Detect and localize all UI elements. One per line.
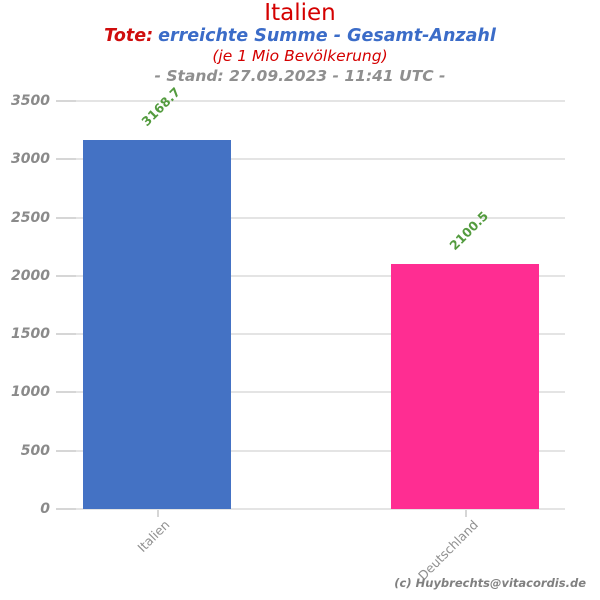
y-gridline — [60, 158, 565, 161]
copyright-text: (c) Huybrechts@vitacordis.de — [394, 576, 586, 590]
y-axis-label: 500 — [20, 442, 50, 459]
y-axis-label: 2500 — [11, 209, 50, 226]
bar-deutschland — [391, 264, 539, 509]
y-axis-tick — [56, 158, 76, 161]
y-axis-label: 1000 — [11, 384, 50, 401]
x-axis-tick — [157, 510, 159, 517]
y-gridline — [60, 508, 565, 510]
y-gridline — [60, 333, 565, 336]
y-axis-label: 0 — [40, 501, 50, 517]
subtitle-prefix: Tote: — [104, 26, 154, 46]
y-axis-tick — [56, 333, 76, 336]
y-gridline — [60, 391, 565, 394]
chart-title: Italien — [264, 0, 336, 26]
y-axis-tick — [56, 100, 76, 102]
chart-subnote: (je 1 Mio Bevölkerung) — [212, 47, 388, 65]
x-axis-tick — [465, 510, 467, 517]
chart-subtitle: Tote: erreichte Summe - Gesamt-Anzahl — [0, 26, 600, 47]
y-gridline — [60, 100, 565, 102]
y-gridline — [60, 449, 565, 452]
bar-value-label: 3168.7 — [138, 83, 184, 129]
y-axis-tick — [56, 508, 76, 510]
chart-stand-line: - Stand: 27.09.2023 - 11:41 UTC - — [154, 67, 446, 85]
x-axis-label: Deutschland — [414, 517, 481, 584]
x-axis-label: Italien — [134, 517, 173, 556]
y-axis-label: 3000 — [11, 151, 50, 168]
y-axis-tick — [56, 216, 76, 219]
y-axis-label: 1500 — [11, 326, 50, 343]
bar-value-label: 2100.5 — [446, 208, 492, 254]
subtitle-main: erreichte Summe - Gesamt-Anzahl — [158, 26, 496, 46]
y-axis-tick — [56, 449, 76, 452]
y-axis-label: 2000 — [11, 267, 50, 284]
y-axis-tick — [56, 391, 76, 394]
bar-italien — [83, 139, 231, 509]
y-axis-tick — [56, 274, 76, 277]
y-gridline — [60, 274, 565, 277]
y-axis-label: 3500 — [11, 93, 50, 109]
y-gridline — [60, 216, 565, 219]
